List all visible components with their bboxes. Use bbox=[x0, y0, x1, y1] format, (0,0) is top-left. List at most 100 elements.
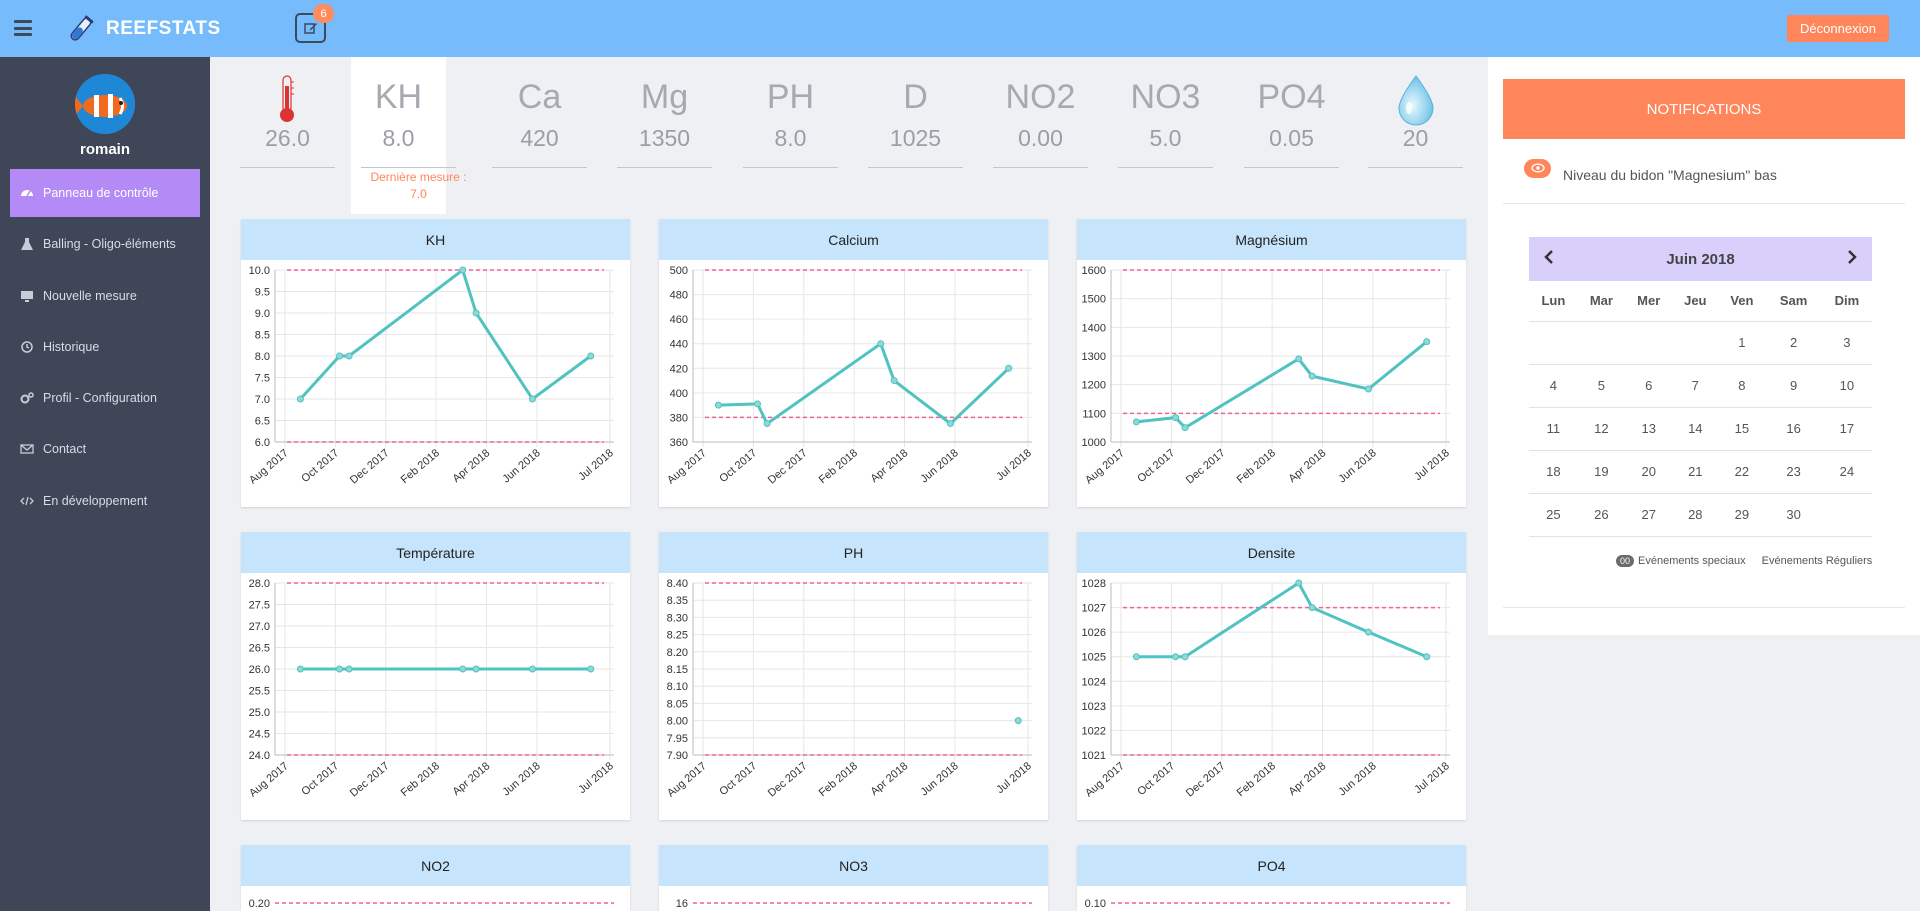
data-point[interactable] bbox=[1308, 372, 1316, 380]
calendar-day[interactable]: 16 bbox=[1765, 407, 1822, 451]
calendar-day[interactable]: 27 bbox=[1625, 493, 1673, 537]
param-no3[interactable]: NO3 5.0 bbox=[1118, 57, 1213, 168]
data-point[interactable] bbox=[1132, 418, 1140, 426]
chart-no2[interactable]: NO2 0.20 bbox=[241, 845, 630, 911]
data-point[interactable] bbox=[946, 420, 954, 428]
data-point[interactable] bbox=[1423, 338, 1431, 346]
menu-toggle-icon[interactable] bbox=[14, 20, 32, 36]
eye-icon[interactable] bbox=[1524, 158, 1551, 178]
sidebar-item-dev[interactable]: En développement bbox=[10, 477, 200, 525]
data-point[interactable] bbox=[345, 352, 353, 360]
data-point[interactable] bbox=[763, 420, 771, 428]
data-point[interactable] bbox=[345, 665, 353, 673]
calendar-day[interactable]: 3 bbox=[1821, 321, 1872, 365]
calendar-day[interactable]: 10 bbox=[1821, 364, 1872, 408]
chart-kh[interactable]: KH 10.0 9.5 9.0 8.5 8.0 7.5 7.0 6.5 6.0 Aug 2017 O… bbox=[241, 219, 630, 507]
data-point[interactable] bbox=[296, 395, 304, 403]
calendar-day[interactable]: 14 bbox=[1672, 407, 1719, 451]
data-point[interactable] bbox=[1295, 355, 1303, 363]
calendar-day[interactable]: 23 bbox=[1765, 450, 1822, 494]
data-point[interactable] bbox=[459, 665, 467, 673]
param-kh[interactable]: KH 8.0 Dernière mesure : 7.0 bbox=[351, 57, 467, 214]
data-point[interactable] bbox=[1308, 604, 1316, 612]
param-density[interactable]: D 1025 bbox=[868, 57, 963, 168]
param-mg[interactable]: Mg 1350 bbox=[617, 57, 712, 168]
calendar-day[interactable]: 26 bbox=[1577, 493, 1626, 537]
calendar-day[interactable]: 25 bbox=[1529, 493, 1578, 537]
calendar-day[interactable]: 9 bbox=[1765, 364, 1822, 408]
chart-calcium[interactable]: Calcium 500 480 460 440 420 400 380 360 Aug 2017… bbox=[659, 219, 1048, 507]
calendar-day[interactable]: 5 bbox=[1577, 364, 1626, 408]
calendar-day[interactable]: 1 bbox=[1718, 321, 1766, 365]
chart-po4[interactable]: PO4 0.10 bbox=[1077, 845, 1466, 911]
calendar-day[interactable]: 15 bbox=[1718, 407, 1766, 451]
param-no2[interactable]: NO2 0.00 bbox=[993, 57, 1088, 168]
calendar-day[interactable]: 13 bbox=[1625, 407, 1673, 451]
param-water-change[interactable]: 20 bbox=[1368, 57, 1463, 168]
data-point[interactable] bbox=[754, 400, 762, 408]
data-point[interactable] bbox=[336, 352, 344, 360]
chevron-right-icon[interactable] bbox=[1846, 249, 1858, 269]
data-point[interactable] bbox=[1132, 653, 1140, 661]
data-point[interactable] bbox=[336, 665, 344, 673]
sidebar-item-contact[interactable]: Contact bbox=[10, 425, 200, 473]
data-point[interactable] bbox=[528, 665, 536, 673]
chart-no3[interactable]: NO3 16 bbox=[659, 845, 1048, 911]
sidebar-item-dashboard[interactable]: Panneau de contrôle bbox=[10, 169, 200, 217]
chart-temperature[interactable]: Température 28.0 27.5 27.0 26.5 26.0 25.5 25.0… bbox=[241, 532, 630, 820]
data-point[interactable] bbox=[1181, 424, 1189, 432]
data-point[interactable] bbox=[1172, 653, 1180, 661]
data-point[interactable] bbox=[472, 309, 480, 317]
param-po4[interactable]: PO4 0.05 bbox=[1244, 57, 1339, 168]
data-point[interactable] bbox=[1005, 364, 1013, 372]
calendar-day[interactable]: 24 bbox=[1821, 450, 1872, 494]
calendar-day[interactable]: 7 bbox=[1672, 364, 1719, 408]
calendar-day[interactable]: 29 bbox=[1718, 493, 1766, 537]
calendar-day[interactable]: 28 bbox=[1672, 493, 1719, 537]
chart-magnesium[interactable]: Magnésium 1600 1500 1400 1300 1200 1100 1000 Au… bbox=[1077, 219, 1466, 507]
calendar-day[interactable]: 18 bbox=[1529, 450, 1578, 494]
data-point[interactable] bbox=[459, 266, 467, 274]
data-point[interactable] bbox=[1014, 717, 1022, 725]
chart-density[interactable]: Densite 1028 1027 1026 1025 1024 1023 1022 1021… bbox=[1077, 532, 1466, 820]
calendar-day[interactable]: 22 bbox=[1718, 450, 1766, 494]
calendar-day[interactable]: 6 bbox=[1625, 364, 1673, 408]
avatar[interactable] bbox=[75, 74, 135, 134]
data-point[interactable] bbox=[1181, 653, 1189, 661]
param-ca[interactable]: Ca 420 bbox=[492, 57, 587, 168]
chart-ph[interactable]: PH 8.40 8.35 8.30 8.25 8.20 8.15 8.10 8.05 8.00 7… bbox=[659, 532, 1048, 820]
chevron-left-icon[interactable] bbox=[1543, 249, 1555, 269]
calendar-day[interactable]: 17 bbox=[1821, 407, 1872, 451]
data-point[interactable] bbox=[1364, 628, 1372, 636]
sidebar-item-new-measure[interactable]: Nouvelle mesure bbox=[10, 272, 200, 320]
data-point[interactable] bbox=[587, 352, 595, 360]
calendar-day[interactable]: 8 bbox=[1718, 364, 1766, 408]
data-point[interactable] bbox=[714, 401, 722, 409]
data-point[interactable] bbox=[890, 377, 898, 385]
app-logo[interactable]: REEFSTATS bbox=[66, 14, 221, 44]
calendar-day[interactable]: 4 bbox=[1529, 364, 1578, 408]
param-temperature[interactable]: 26.0 bbox=[240, 57, 335, 168]
data-point[interactable] bbox=[877, 340, 885, 348]
data-point[interactable] bbox=[1423, 653, 1431, 661]
calendar-day[interactable]: 19 bbox=[1577, 450, 1626, 494]
calendar-day[interactable]: 20 bbox=[1625, 450, 1673, 494]
data-point[interactable] bbox=[296, 665, 304, 673]
calendar-day[interactable]: 30 bbox=[1765, 493, 1822, 537]
logout-button[interactable]: Déconnexion bbox=[1787, 15, 1889, 42]
sidebar-item-profile[interactable]: Profil - Configuration bbox=[10, 374, 200, 422]
calendar-day[interactable]: 11 bbox=[1529, 407, 1578, 451]
sidebar-item-history[interactable]: Historique bbox=[10, 323, 200, 371]
notification-item[interactable]: Niveau du bidon "Magnesium" bas bbox=[1503, 147, 1905, 204]
calendar-day[interactable]: 21 bbox=[1672, 450, 1719, 494]
data-point[interactable] bbox=[1172, 414, 1180, 422]
sidebar-item-balling[interactable]: Balling - Oligo-éléments bbox=[10, 220, 200, 268]
data-point[interactable] bbox=[528, 395, 536, 403]
calendar-day[interactable]: 2 bbox=[1765, 321, 1822, 365]
data-point[interactable] bbox=[587, 665, 595, 673]
data-point[interactable] bbox=[1364, 385, 1372, 393]
edit-notification-button[interactable] bbox=[295, 13, 326, 43]
data-point[interactable] bbox=[1295, 579, 1303, 587]
data-point[interactable] bbox=[472, 665, 480, 673]
param-ph[interactable]: PH 8.0 bbox=[743, 57, 838, 168]
